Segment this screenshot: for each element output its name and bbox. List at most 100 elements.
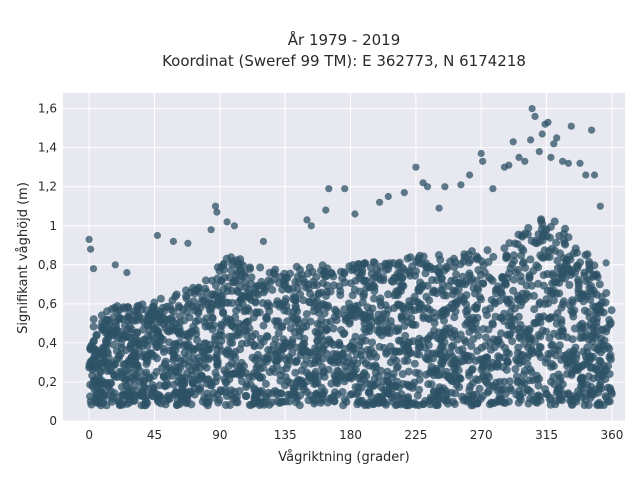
data-point xyxy=(204,353,213,362)
data-point xyxy=(525,324,534,333)
data-point xyxy=(478,358,487,367)
data-point xyxy=(465,368,474,377)
data-point xyxy=(274,329,283,338)
data-point xyxy=(329,324,338,333)
data-point xyxy=(343,358,351,367)
data-point-outlier xyxy=(535,148,543,156)
x-tick-label: 45 xyxy=(147,428,162,442)
data-point xyxy=(313,336,322,345)
data-point xyxy=(281,397,290,406)
data-point xyxy=(279,335,288,344)
data-point xyxy=(175,312,184,321)
data-point xyxy=(229,370,238,379)
data-point xyxy=(603,383,612,392)
data-point xyxy=(504,299,513,307)
data-point xyxy=(572,350,581,359)
data-point xyxy=(605,397,614,406)
data-point xyxy=(208,314,217,323)
data-point xyxy=(563,358,572,367)
data-point xyxy=(255,308,264,317)
data-point xyxy=(326,317,335,326)
data-point xyxy=(273,397,282,406)
x-tick-label: 225 xyxy=(404,428,427,442)
data-point xyxy=(545,334,554,342)
data-point xyxy=(189,346,198,355)
data-point xyxy=(419,252,428,261)
data-point xyxy=(442,324,451,333)
data-point-outlier xyxy=(553,134,561,142)
data-point xyxy=(330,397,339,406)
data-point xyxy=(173,353,182,362)
data-point xyxy=(495,378,504,386)
data-point xyxy=(104,359,113,368)
y-tick-labels: 0 0,2 0,4 0,6 0,8 1 1,2 1,4 1,6 xyxy=(38,102,57,428)
data-point xyxy=(539,271,548,280)
data-point xyxy=(356,378,365,387)
data-point xyxy=(472,252,481,261)
data-point xyxy=(489,252,498,261)
data-point xyxy=(458,279,467,288)
data-point xyxy=(336,291,345,299)
data-point xyxy=(326,287,335,296)
data-point xyxy=(362,314,371,323)
data-point xyxy=(232,256,241,265)
data-point-outlier xyxy=(400,189,408,197)
data-point xyxy=(593,400,602,409)
data-point xyxy=(148,380,157,389)
data-point xyxy=(264,388,273,397)
data-point xyxy=(148,315,157,323)
data-point xyxy=(447,388,456,397)
data-point-outlier xyxy=(582,171,590,179)
y-tick-label: 0,2 xyxy=(38,375,57,389)
data-point xyxy=(178,386,187,395)
data-point xyxy=(281,275,290,284)
data-point xyxy=(443,264,452,273)
data-point xyxy=(255,398,264,407)
data-point xyxy=(241,369,250,377)
data-point xyxy=(155,337,164,346)
data-point xyxy=(334,367,343,376)
data-point xyxy=(455,374,464,383)
data-point-outlier xyxy=(509,138,517,146)
data-point xyxy=(461,395,470,404)
data-point xyxy=(216,386,225,395)
data-point xyxy=(381,388,390,397)
data-point xyxy=(312,296,321,305)
data-point xyxy=(577,323,586,332)
data-point xyxy=(451,287,460,296)
data-point xyxy=(171,367,180,376)
data-point xyxy=(468,275,476,284)
data-point xyxy=(265,368,274,376)
data-point xyxy=(392,363,401,372)
data-point xyxy=(538,326,547,335)
data-point xyxy=(526,255,535,264)
data-point xyxy=(419,304,428,313)
x-tick-label: 90 xyxy=(212,428,227,442)
data-point xyxy=(184,362,193,371)
data-point xyxy=(195,375,204,384)
data-point xyxy=(518,351,527,360)
data-point xyxy=(546,400,555,409)
data-point xyxy=(140,335,149,344)
data-point xyxy=(212,300,221,309)
data-point xyxy=(255,372,264,381)
data-point xyxy=(300,345,309,353)
data-point xyxy=(513,291,522,300)
data-point-outlier xyxy=(489,185,497,193)
data-point-outlier xyxy=(259,237,267,245)
data-point xyxy=(598,372,607,381)
data-point xyxy=(429,387,438,396)
y-tick-label: 1,4 xyxy=(38,141,57,155)
data-point xyxy=(584,308,593,317)
data-point xyxy=(137,305,146,314)
data-point xyxy=(289,292,298,301)
data-point xyxy=(281,295,290,303)
data-point xyxy=(318,362,327,371)
data-point xyxy=(468,401,477,410)
data-point xyxy=(97,311,106,320)
data-point xyxy=(208,325,217,334)
data-point xyxy=(299,296,308,305)
data-point xyxy=(271,317,279,326)
data-point xyxy=(331,305,339,314)
data-point xyxy=(95,374,104,383)
